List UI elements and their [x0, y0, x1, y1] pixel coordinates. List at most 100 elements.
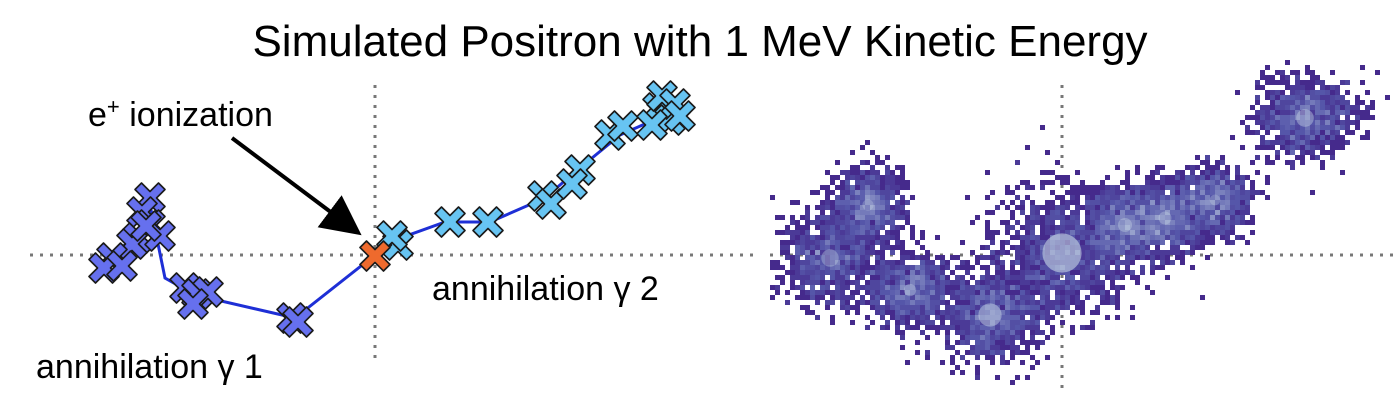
- heatmap-cell: [850, 255, 855, 260]
- heatmap-cell: [875, 205, 880, 210]
- heatmap-cell: [845, 255, 850, 260]
- heatmap-cell: [1110, 215, 1115, 220]
- heatmap-cell: [1105, 270, 1110, 275]
- heatmap-cell: [1280, 125, 1285, 130]
- heatmap-cell: [1240, 180, 1245, 185]
- heatmap-cell: [1120, 230, 1125, 235]
- heatmap-cell: [1065, 285, 1070, 290]
- heatmap-cell: [1000, 265, 1005, 270]
- heatmap-cell: [1325, 105, 1330, 110]
- heatmap-cell: [795, 235, 800, 240]
- heatmap-cell: [1130, 190, 1135, 195]
- heatmap-cell: [1215, 210, 1220, 215]
- heatmap-cell: [1215, 175, 1220, 180]
- heatmap-cell: [945, 260, 950, 265]
- heatmap-cell: [915, 325, 920, 330]
- heatmap-cell: [1020, 205, 1025, 210]
- heatmap-cell: [1170, 260, 1175, 265]
- heatmap-cell: [870, 245, 875, 250]
- heatmap-cell: [1270, 140, 1275, 145]
- heatmap-cell: [1010, 295, 1015, 300]
- heatmap-cell: [1350, 120, 1355, 125]
- heatmap-cell: [1090, 240, 1095, 245]
- heatmap-cell: [1145, 245, 1150, 250]
- heatmap-cell: [1060, 225, 1065, 230]
- heatmap-cell: [1340, 95, 1345, 100]
- heatmap-cell: [845, 215, 850, 220]
- heatmap-cell: [1025, 290, 1030, 295]
- heatmap-cell: [1120, 235, 1125, 240]
- heatmap-cell: [1140, 215, 1145, 220]
- heatmap-cell: [845, 270, 850, 275]
- heatmap-cell: [860, 295, 865, 300]
- heatmap-cell: [1085, 295, 1090, 300]
- heatmap-cell: [1080, 240, 1085, 245]
- heatmap-cell: [825, 300, 830, 305]
- heatmap-cell: [830, 320, 835, 325]
- heatmap-cell: [1095, 245, 1100, 250]
- positron-deposit-marker: [359, 240, 391, 272]
- heatmap-cell: [935, 280, 940, 285]
- heatmap-cell: [1030, 245, 1035, 250]
- heatmap-cell: [1275, 120, 1280, 125]
- heatmap-cell: [1280, 105, 1285, 110]
- heatmap-cell: [855, 175, 860, 180]
- heatmap-cell: [1205, 215, 1210, 220]
- heatmap-cell: [1320, 85, 1325, 90]
- heatmap-cell: [1095, 280, 1100, 285]
- heatmap-cell: [1320, 100, 1325, 105]
- heatmap-cell: [1020, 260, 1025, 265]
- heatmap-cell: [1270, 145, 1275, 150]
- heatmap-cell: [1150, 265, 1155, 270]
- heatmap-cell: [1265, 130, 1270, 135]
- heatmap-cell: [920, 320, 925, 325]
- heatmap-cell: [1190, 245, 1195, 250]
- heatmap-cell: [810, 235, 815, 240]
- heatmap-cell: [1040, 205, 1045, 210]
- heatmap-cell: [860, 205, 865, 210]
- heatmap-cell: [1145, 185, 1150, 190]
- heatmap-cell: [885, 180, 890, 185]
- heatmap-cell: [985, 235, 990, 240]
- heatmap-cell: [1275, 70, 1280, 75]
- heatmap-cell: [965, 340, 970, 345]
- heatmap-cell: [1025, 235, 1030, 240]
- heatmap-cell: [1175, 200, 1180, 205]
- heatmap-cell: [1340, 145, 1345, 150]
- heatmap-cell: [1085, 230, 1090, 235]
- heatmap-cell: [1305, 90, 1310, 95]
- heatmap-cell: [1015, 250, 1020, 255]
- heatmap-cell: [815, 240, 820, 245]
- heatmap-cell: [1035, 300, 1040, 305]
- heatmap-cell: [1250, 130, 1255, 135]
- heatmap-cell: [990, 285, 995, 290]
- heatmap-cell: [1115, 220, 1120, 225]
- heatmap-cell: [885, 300, 890, 305]
- heatmap-cell: [1120, 225, 1125, 230]
- heatmap-cell: [960, 330, 965, 335]
- heatmap-cell: [885, 210, 890, 215]
- heatmap-cell: [1030, 330, 1035, 335]
- heatmap-cell: [860, 260, 865, 265]
- heatmap-cell: [900, 255, 905, 260]
- heatmap-cell: [975, 290, 980, 295]
- heatmap-cell: [1040, 185, 1045, 190]
- heatmap-cell: [1035, 325, 1040, 330]
- heatmap-cell: [1115, 190, 1120, 195]
- heatmap-cell: [865, 200, 870, 205]
- heatmap-cell: [1200, 220, 1205, 225]
- heatmap-cell: [975, 375, 980, 380]
- heatmap-cell: [900, 265, 905, 270]
- heatmap-cell: [1095, 230, 1100, 235]
- heatmap-cell: [1145, 250, 1150, 255]
- heatmap-cell: [840, 295, 845, 300]
- heatmap-cell: [1180, 190, 1185, 195]
- heatmap-cell: [1265, 195, 1270, 200]
- heatmap-cell: [1285, 140, 1290, 145]
- heatmap-cell: [835, 235, 840, 240]
- heatmap-cell: [935, 295, 940, 300]
- heatmap-cell: [1200, 210, 1205, 215]
- heatmap-cell: [900, 300, 905, 305]
- heatmap-cell: [880, 195, 885, 200]
- heatmap-cell: [1245, 240, 1250, 245]
